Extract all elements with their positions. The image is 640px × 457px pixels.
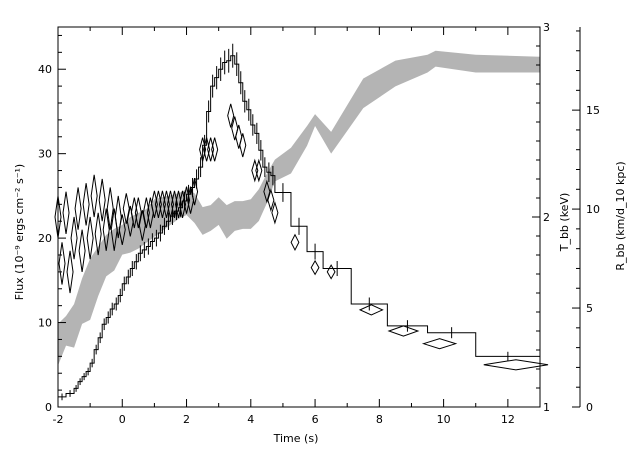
temperature-diamond	[70, 216, 78, 260]
radius-band	[58, 50, 540, 366]
temperature-diamond	[255, 158, 263, 183]
temperature-diamond	[54, 195, 62, 239]
radius-tick-label: 5	[586, 302, 593, 315]
x-tick-label: 8	[376, 413, 383, 426]
temperature-diamond	[162, 190, 170, 218]
temperature-diamond	[191, 178, 199, 206]
temperature-diamond	[358, 304, 384, 316]
temperature-diamond	[199, 137, 207, 162]
temperature-diamond	[62, 191, 70, 234]
radius-tick-label: 0	[586, 401, 593, 414]
temperature-diamond	[387, 325, 420, 337]
flux-tick-label: 20	[38, 232, 52, 245]
temperature-diamond	[122, 193, 130, 224]
temperature-diamond	[94, 212, 102, 256]
temperature-diamond	[483, 359, 549, 371]
temperature-diamond	[421, 338, 458, 350]
temperature-diamond	[267, 188, 275, 213]
temperature-diamond	[290, 233, 300, 252]
temperature-tick-label: 3	[543, 21, 550, 34]
y-axis-title-flux: Flux (10⁻⁹ ergs cm⁻² s⁻¹)	[13, 164, 26, 300]
x-tick-label: 2	[183, 413, 190, 426]
temperature-diamond	[134, 197, 142, 229]
x-tick-label: 6	[312, 413, 319, 426]
temperature-diamond	[227, 103, 235, 128]
temperature-diamond	[74, 187, 82, 230]
temperature-tick-label: 1	[543, 401, 550, 414]
temperature-diamond	[166, 190, 174, 218]
temperature-diamond	[118, 214, 126, 245]
temperature-diamond	[78, 229, 86, 272]
flux-tick-label: 30	[38, 148, 52, 161]
x-axis-title: Time (s)	[273, 432, 319, 445]
radius-tick-label: 10	[586, 203, 600, 216]
flux-tick-label: 40	[38, 63, 52, 76]
x-tick-label: 0	[119, 413, 126, 426]
temperature-diamond	[142, 197, 150, 229]
x-tick-label: 12	[501, 413, 515, 426]
temperature-diamond	[114, 195, 122, 239]
temperature-diamond	[174, 190, 183, 218]
temperature-diamond	[207, 137, 215, 162]
x-tick-label: -2	[53, 413, 64, 426]
temperature-diamond	[310, 259, 320, 276]
temperature-tick-label: 2	[543, 211, 550, 224]
temperature-diamond	[251, 158, 259, 183]
temperature-diamond	[154, 190, 162, 218]
temperature-diamond	[86, 216, 94, 260]
y-axis-title-temperature: T_bb (keV)	[558, 193, 571, 253]
x-tick-label: 4	[247, 413, 254, 426]
flux-tick-label: 10	[38, 317, 52, 330]
temperature-diamond	[326, 264, 336, 280]
temperature-diamond-layer	[54, 103, 549, 371]
temperature-diamond	[90, 174, 98, 218]
temperature-diamond	[150, 190, 158, 218]
y-axis-title-radius: R_bb (km/d_10 kpc)	[614, 161, 627, 270]
temperature-diamond	[203, 137, 211, 162]
temperature-diamond	[58, 242, 66, 285]
flux-tick-label: 0	[45, 401, 52, 414]
temperature-diamond	[138, 210, 146, 241]
flux-step-line	[58, 55, 540, 398]
temperature-diamond	[271, 200, 279, 225]
radius-tick-label: 15	[586, 104, 600, 117]
temperature-diamond	[239, 133, 247, 158]
temperature-diamond	[179, 190, 187, 218]
temperature-diamond	[211, 137, 219, 162]
temperature-diamond	[130, 197, 138, 229]
temperature-diamond	[170, 190, 178, 218]
temperature-diamond	[235, 124, 243, 149]
x-tick-label: 10	[437, 413, 451, 426]
radius-band-layer	[58, 50, 540, 366]
temperature-diamond	[183, 186, 191, 214]
temperature-diamond	[98, 178, 106, 222]
temperature-diamond	[82, 183, 90, 226]
temperature-diamond	[66, 250, 74, 294]
flux-step-layer	[58, 43, 540, 401]
temperature-diamond	[106, 187, 114, 230]
temperature-diamond	[158, 190, 166, 218]
temperature-diamond	[102, 208, 110, 251]
